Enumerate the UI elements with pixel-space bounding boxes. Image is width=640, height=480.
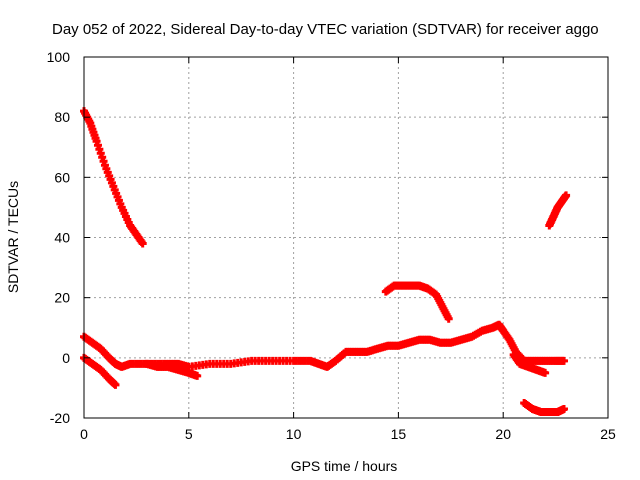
data-markers	[80, 107, 571, 416]
x-tick-label: 10	[286, 426, 302, 442]
y-tick-label: 20	[54, 290, 70, 306]
data-point	[138, 239, 147, 248]
series-arc-4	[142, 359, 202, 380]
x-tick-label: 0	[80, 426, 88, 442]
x-tick-label: 20	[495, 426, 511, 442]
series-arc-7	[520, 398, 568, 416]
data-point	[111, 380, 120, 389]
y-tick-label: 100	[47, 49, 71, 65]
series-arc-6	[509, 350, 550, 377]
y-tick-label: 0	[62, 350, 70, 366]
y-tick-label: 80	[54, 109, 70, 125]
data-point	[444, 314, 453, 323]
series-arc-1	[80, 107, 147, 248]
y-tick-label: 40	[54, 230, 70, 246]
axis-ticks: 0 5 10 15 20 25 -20 0 20 40 60 80 100	[47, 49, 616, 442]
x-tick-label: 25	[600, 426, 616, 442]
x-axis-label: GPS time / hours	[291, 458, 398, 474]
x-tick-label: 5	[185, 426, 193, 442]
y-axis-label: SDTVAR / TECUs	[5, 181, 21, 293]
x-tick-label: 15	[391, 426, 407, 442]
chart-title: Day 052 of 2022, Sidereal Day-to-day VTE…	[52, 21, 599, 38]
y-tick-label: -20	[50, 410, 70, 426]
series-arc-2	[80, 320, 568, 371]
data-point	[193, 371, 202, 380]
data-point	[541, 368, 550, 377]
series-arc-5	[381, 281, 453, 323]
data-point	[559, 404, 568, 413]
data-point	[559, 356, 568, 365]
data-point	[562, 191, 571, 200]
series-arc-8	[545, 191, 571, 230]
y-tick-label: 60	[54, 169, 70, 185]
